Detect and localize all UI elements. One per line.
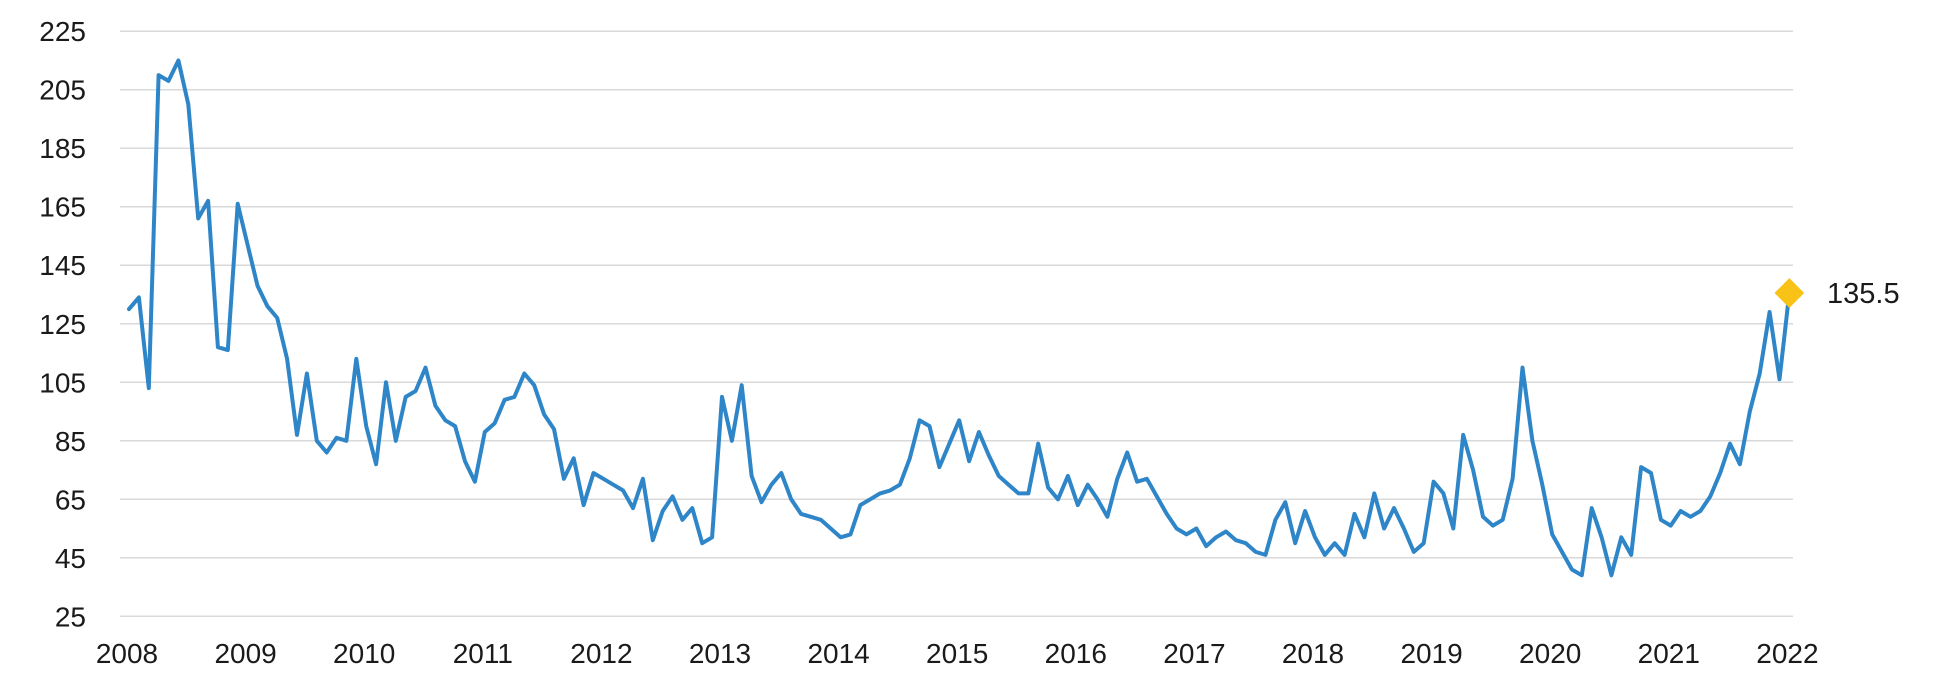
x-axis-year-label: 2022 [1756, 638, 1818, 669]
y-axis-tick-label: 85 [55, 426, 86, 457]
y-axis-tick-label: 225 [39, 16, 86, 47]
x-axis-year-label: 2010 [333, 638, 395, 669]
y-axis-tick-label: 25 [55, 601, 86, 632]
end-value-label: 135.5 [1827, 278, 1900, 310]
end-marker-diamond [1774, 278, 1805, 308]
x-axis-year-label: 2012 [570, 638, 632, 669]
x-axis-year-label: 2019 [1400, 638, 1462, 669]
price-series-line [127, 58, 1792, 578]
y-axis-tick-label: 165 [39, 192, 86, 223]
x-axis-year-label: 2008 [96, 638, 158, 669]
x-axis-year-label: 2021 [1638, 638, 1700, 669]
x-axis-year-label: 2011 [453, 638, 513, 669]
y-axis-tick-label: 185 [39, 133, 86, 164]
x-axis-year-label: 2015 [926, 638, 988, 669]
y-axis-tick-label: 45 [55, 543, 86, 574]
y-axis-tick-label: 205 [39, 75, 86, 106]
y-axis-tick-label: 125 [39, 309, 86, 340]
x-axis-year-label: 2009 [214, 638, 276, 669]
x-axis-year-label: 2014 [807, 638, 869, 669]
x-axis-year-label: 2016 [1045, 638, 1107, 669]
x-axis-year-label: 2020 [1519, 638, 1581, 669]
y-axis-tick-label: 105 [39, 367, 86, 398]
x-axis-year-label: 2017 [1163, 638, 1225, 669]
x-axis-year-label: 2013 [689, 638, 751, 669]
y-axis-tick-label: 65 [55, 484, 86, 515]
y-axis-tick-label: 145 [39, 250, 86, 281]
x-axis-year-label: 2018 [1282, 638, 1344, 669]
